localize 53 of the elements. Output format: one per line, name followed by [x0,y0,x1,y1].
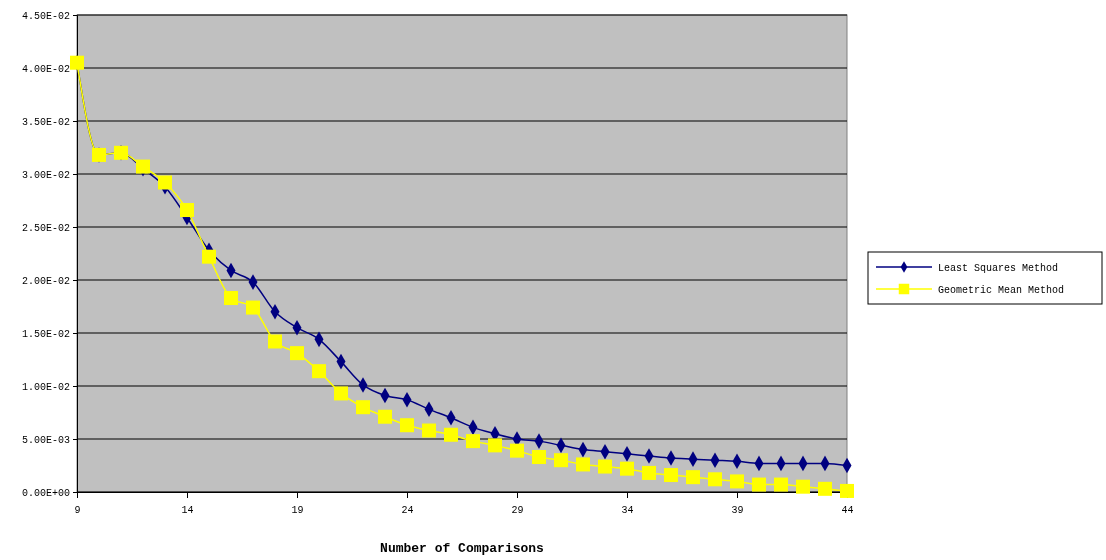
point [598,459,612,474]
y-tick-label: 5.00E-03 [21,434,70,446]
point [400,418,414,433]
point [246,300,260,315]
point [730,474,744,489]
point [664,468,678,483]
point [818,481,832,496]
point [554,453,568,468]
point [180,203,194,218]
point [202,249,216,264]
point [642,465,656,480]
x-axis-title: Number of Comparisons [380,541,545,556]
point [840,483,854,498]
point [752,477,766,492]
y-tick-label: 3.50E-02 [21,116,70,128]
x-tick-label: 39 [731,505,744,517]
point [378,409,392,424]
x-tick-label: 44 [841,505,854,517]
y-tick-label: 4.50E-02 [21,10,70,22]
point [796,479,810,494]
y-tick-label: 2.50E-02 [21,222,70,234]
point [620,461,634,476]
point [466,434,480,449]
x-tick-label: 9 [74,505,81,517]
text: Least Squares Method [938,263,1059,274]
point [576,457,590,472]
point [510,443,524,458]
y-tick-label: 3.00E-02 [21,169,70,181]
y-tick-label: 4.00E-02 [21,63,70,75]
point [268,334,282,349]
point [158,175,172,190]
x-tick-label: 24 [401,505,414,517]
point [312,364,326,379]
y-tick-label: 2.00E-02 [21,275,70,287]
y-tick-label: 1.00E-02 [21,381,70,393]
point [488,438,502,453]
point [708,472,722,487]
point [290,346,304,361]
x-tick-label: 19 [291,505,304,517]
point [422,423,436,438]
point [334,386,348,401]
point [356,400,370,415]
x-tick-label: 34 [621,505,634,517]
point [532,450,546,465]
point [686,470,700,485]
point [774,477,788,492]
y-tick-label: 1.50E-02 [21,328,70,340]
y-tick-label: 0.00E+00 [21,487,70,499]
x-tick-label: 14 [181,505,194,517]
x-tick-label: 29 [511,505,524,517]
point [224,291,238,306]
point [444,427,458,442]
text: Geometric Mean Method [938,285,1065,296]
